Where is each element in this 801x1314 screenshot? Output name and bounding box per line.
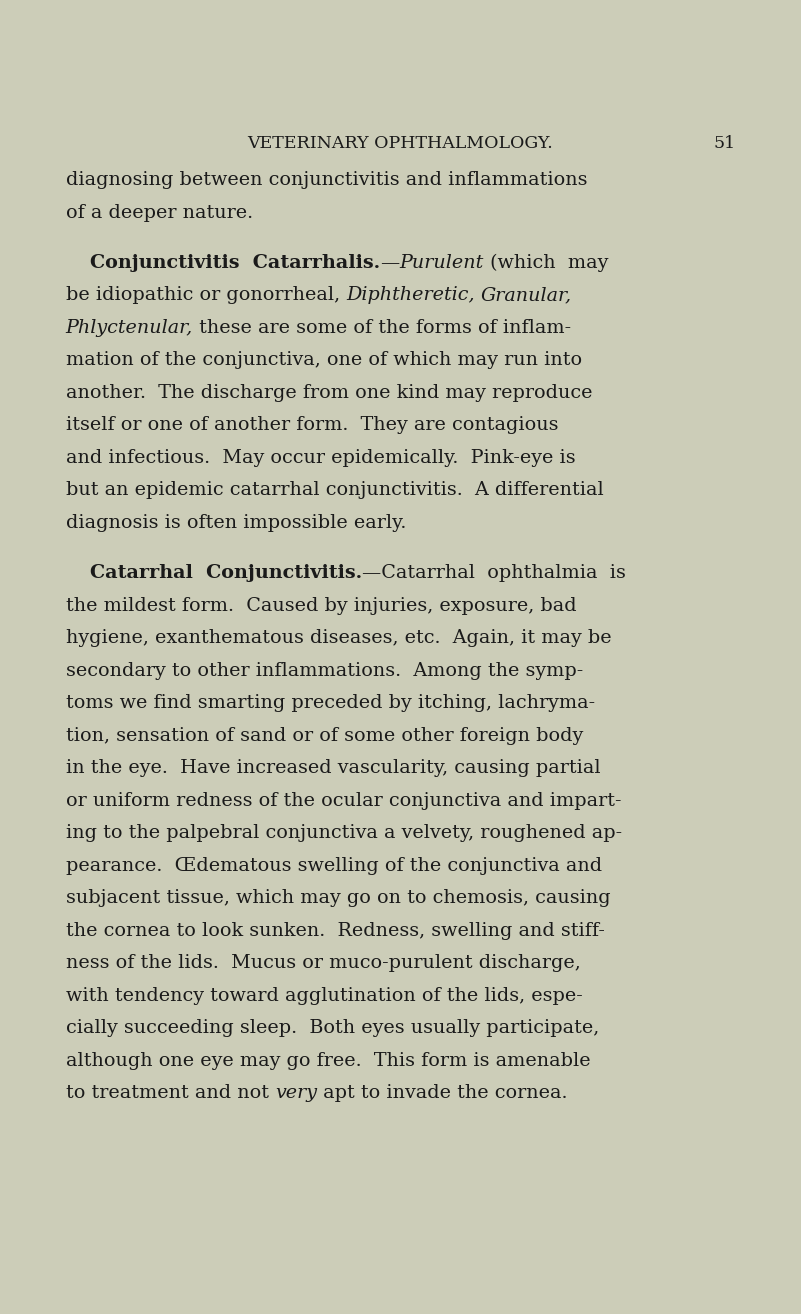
Text: itself or one of another form.  They are contagious: itself or one of another form. They are … bbox=[66, 417, 558, 435]
Text: cially succeeding sleep.  Both eyes usually participate,: cially succeeding sleep. Both eyes usual… bbox=[66, 1020, 599, 1037]
Text: ness of the lids.  Mucus or muco-purulent discharge,: ness of the lids. Mucus or muco-purulent… bbox=[66, 954, 581, 972]
Text: Conjunctivitis  Catarrhalis.: Conjunctivitis Catarrhalis. bbox=[91, 254, 380, 272]
Text: —Catarrhal  ophthalmia  is: —Catarrhal ophthalmia is bbox=[362, 564, 626, 582]
Text: Granular,: Granular, bbox=[481, 286, 572, 305]
Text: subjacent tissue, which may go on to chemosis, causing: subjacent tissue, which may go on to che… bbox=[66, 890, 610, 907]
Text: although one eye may go free.  This form is amenable: although one eye may go free. This form … bbox=[66, 1051, 590, 1070]
Text: hygiene, exanthematous diseases, etc.  Again, it may be: hygiene, exanthematous diseases, etc. Ag… bbox=[66, 629, 611, 648]
Text: with tendency toward agglutination of the lids, espe-: with tendency toward agglutination of th… bbox=[66, 987, 582, 1005]
Text: (which  may: (which may bbox=[484, 254, 608, 272]
Text: or uniform redness of the ocular conjunctiva and impart-: or uniform redness of the ocular conjunc… bbox=[66, 792, 622, 809]
Text: of a deeper nature.: of a deeper nature. bbox=[66, 204, 253, 222]
Text: secondary to other inflammations.  Among the symp-: secondary to other inflammations. Among … bbox=[66, 662, 583, 679]
Text: —: — bbox=[380, 254, 400, 272]
Text: and infectious.  May occur epidemically.  Pink-eye is: and infectious. May occur epidemically. … bbox=[66, 449, 575, 466]
Text: but an epidemic catarrhal conjunctivitis.  A differential: but an epidemic catarrhal conjunctivitis… bbox=[66, 481, 603, 499]
Text: Catarrhal  Conjunctivitis.: Catarrhal Conjunctivitis. bbox=[91, 564, 362, 582]
Text: the mildest form.  Caused by injuries, exposure, bad: the mildest form. Caused by injuries, ex… bbox=[66, 597, 576, 615]
Text: be idiopathic or gonorrheal,: be idiopathic or gonorrheal, bbox=[66, 286, 346, 305]
Text: Purulent: Purulent bbox=[400, 254, 484, 272]
Text: very: very bbox=[275, 1084, 317, 1102]
Text: diagnosing between conjunctivitis and inflammations: diagnosing between conjunctivitis and in… bbox=[66, 171, 587, 189]
Text: tion, sensation of sand or of some other foreign body: tion, sensation of sand or of some other… bbox=[66, 727, 583, 745]
Text: Phlyctenular,: Phlyctenular, bbox=[66, 319, 193, 336]
Text: VETERINARY OPHTHALMOLOGY.: VETERINARY OPHTHALMOLOGY. bbox=[248, 135, 553, 152]
Text: to treatment and not: to treatment and not bbox=[66, 1084, 275, 1102]
Text: these are some of the forms of inflam-: these are some of the forms of inflam- bbox=[193, 319, 571, 336]
Text: ing to the palpebral conjunctiva a velvety, roughened ap-: ing to the palpebral conjunctiva a velve… bbox=[66, 824, 622, 842]
Text: Diphtheretic,: Diphtheretic, bbox=[346, 286, 474, 305]
Text: in the eye.  Have increased vascularity, causing partial: in the eye. Have increased vascularity, … bbox=[66, 759, 600, 778]
Text: mation of the conjunctiva, one of which may run into: mation of the conjunctiva, one of which … bbox=[66, 351, 582, 369]
Text: another.  The discharge from one kind may reproduce: another. The discharge from one kind may… bbox=[66, 384, 592, 402]
Text: apt to invade the cornea.: apt to invade the cornea. bbox=[317, 1084, 567, 1102]
Text: the cornea to look sunken.  Redness, swelling and stiff-: the cornea to look sunken. Redness, swel… bbox=[66, 921, 605, 940]
Text: diagnosis is often impossible early.: diagnosis is often impossible early. bbox=[66, 514, 406, 532]
Text: pearance.  Œdematous swelling of the conjunctiva and: pearance. Œdematous swelling of the conj… bbox=[66, 857, 602, 875]
Text: toms we find smarting preceded by itching, lachryma-: toms we find smarting preceded by itchin… bbox=[66, 694, 595, 712]
Text: 51: 51 bbox=[713, 135, 735, 152]
